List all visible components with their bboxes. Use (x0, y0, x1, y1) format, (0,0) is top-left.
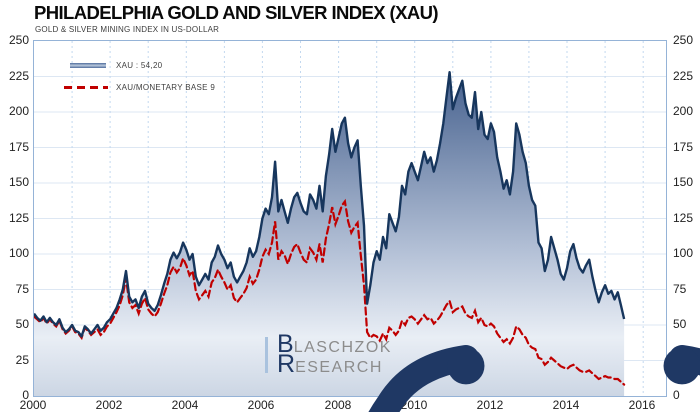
x-tick-label: 2006 (247, 398, 275, 412)
legend-item-ratio: XAU/MONETARY BASE 9 (64, 83, 216, 92)
y-tick-label-left: 225 (8, 69, 29, 83)
plot-lines-svg (34, 71, 626, 386)
watermark-initial-r: R (277, 350, 296, 378)
watermark-rest-laschzok: LASCHZOK (293, 339, 392, 356)
x-tick-label: 2008 (324, 398, 352, 412)
legend-swatch-xau-line (70, 63, 106, 68)
y-tick-label-right: 125 (673, 211, 694, 225)
y-tick-label-left: 100 (8, 246, 29, 260)
watermark-text: B LASCHZOK R ESEARCH (277, 330, 392, 378)
x-tick-label: 2004 (171, 398, 199, 412)
y-tick-label-right: 100 (673, 246, 694, 260)
legend: XAU : 54,20 XAU/MONETARY BASE 9 (64, 61, 216, 105)
watermark-separator (265, 337, 268, 373)
y-tick-label-right: 200 (673, 104, 694, 118)
y-tick-label-right: 175 (673, 140, 694, 154)
legend-swatch-ratio-line (64, 86, 108, 89)
y-tick-label-left: 250 (8, 33, 29, 47)
legend-item-xau: XAU : 54,20 (70, 61, 215, 70)
chart-subtitle: GOLD & SILVER MINING INDEX IN US-DOLLAR (35, 25, 220, 34)
y-tick-label-right: 150 (673, 175, 694, 189)
x-tick-label: 2000 (19, 398, 47, 412)
watermark: B LASCHZOK R ESEARCH (258, 330, 700, 412)
plot-area: B LASCHZOK R ESEARCH XAU : 54,20 XAU/MON… (33, 40, 700, 412)
y-tick-label-right: 75 (673, 282, 687, 296)
x-tick-label: 2016 (628, 398, 656, 412)
viking-ship-logo-icon (368, 345, 700, 412)
watermark-rest-esearch: ESEARCH (295, 359, 383, 376)
y-tick-label-left: 50 (15, 317, 29, 331)
watermark-initial-b: B (277, 330, 294, 358)
y-tick-label-right: 0 (673, 388, 680, 402)
y-tick-label-left: 200 (8, 104, 29, 118)
y-tick-label-right: 225 (673, 69, 694, 83)
x-tick-label: 2010 (400, 398, 428, 412)
x-tick-label: 2002 (95, 398, 123, 412)
chart-title: PHILADELPHIA GOLD AND SILVER INDEX (XAU) (34, 2, 439, 23)
y-tick-label-left: 0 (22, 388, 29, 402)
y-tick-label-left: 25 (15, 353, 29, 367)
x-tick-label: 2012 (476, 398, 504, 412)
y-tick-label-left: 75 (15, 282, 29, 296)
legend-label-ratio: XAU/MONETARY BASE 9 (116, 83, 216, 92)
y-tick-label-left: 125 (8, 211, 29, 225)
y-tick-label-right: 50 (673, 317, 687, 331)
y-tick-label-left: 150 (8, 175, 29, 189)
y-tick-label-right: 250 (673, 33, 694, 47)
legend-label-xau: XAU : 54,20 (116, 61, 163, 70)
x-tick-label: 2014 (552, 398, 580, 412)
y-tick-label-left: 175 (8, 140, 29, 154)
